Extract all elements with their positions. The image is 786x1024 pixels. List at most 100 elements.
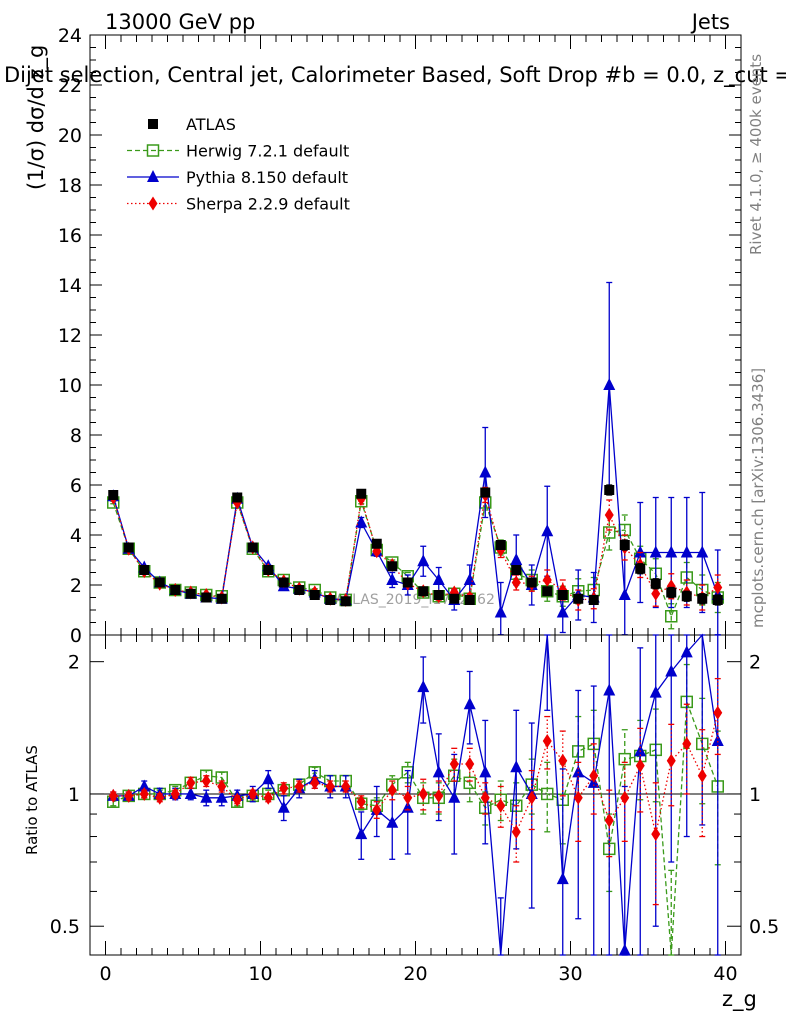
data-point — [309, 590, 320, 600]
data-point — [185, 588, 196, 599]
series-line — [112, 384, 719, 614]
data-point — [649, 685, 662, 698]
data-point — [635, 563, 646, 574]
data-point — [278, 577, 289, 588]
data-point — [325, 595, 336, 605]
data-point — [604, 508, 614, 522]
data-point — [418, 786, 428, 801]
data-point — [711, 733, 724, 746]
series-line — [112, 494, 719, 601]
data-point — [541, 787, 554, 801]
data-point — [139, 786, 149, 801]
data-point — [310, 775, 320, 790]
data-point — [138, 779, 151, 792]
data-point — [216, 593, 227, 604]
y-tick-label: 8 — [70, 425, 82, 447]
x-tick-label: 10 — [248, 963, 272, 985]
data-point — [186, 775, 196, 790]
series-diamond — [108, 677, 723, 906]
data-point — [448, 790, 461, 803]
data-point — [604, 485, 615, 495]
y-tick-label: 2 — [70, 575, 82, 597]
data-point — [666, 587, 677, 598]
y-tick-label: 16 — [58, 225, 82, 247]
data-point — [154, 577, 165, 588]
data-point — [634, 744, 647, 757]
data-point — [248, 786, 258, 801]
data-point — [294, 779, 304, 794]
data-point — [573, 790, 583, 805]
data-point — [651, 827, 661, 842]
data-point — [680, 545, 693, 558]
series-triangle — [107, 281, 724, 636]
data-point — [449, 756, 459, 771]
series-square-filled — [108, 484, 723, 607]
data-point — [651, 586, 661, 601]
series-square-open — [107, 494, 724, 630]
data-point — [155, 790, 165, 805]
legend-label: Sherpa 2.2.9 default — [186, 195, 350, 214]
data-point — [542, 586, 553, 597]
data-point — [465, 756, 475, 771]
y-tick-label: 4 — [70, 525, 82, 547]
main-series — [107, 281, 724, 636]
data-point — [402, 577, 413, 588]
data-point — [665, 545, 678, 558]
data-point — [496, 798, 506, 813]
data-point — [432, 765, 445, 778]
data-point — [634, 545, 647, 558]
data-point — [618, 588, 631, 600]
x-tick-labels: 0 10 20 30 40 — [99, 963, 737, 985]
y-tick-label: 12 — [58, 325, 82, 347]
y-tick-label: 18 — [58, 175, 82, 197]
y-tick-label: 24 — [58, 25, 82, 47]
data-point — [696, 545, 709, 558]
data-point — [558, 753, 568, 768]
data-point — [510, 760, 523, 773]
x-tick-label: 40 — [713, 963, 737, 985]
data-point — [697, 593, 708, 604]
data-point — [682, 736, 692, 751]
data-point — [480, 487, 491, 498]
y-tick-label: 20 — [58, 125, 82, 147]
ratio-y-tick-labels: 0.5 0.5 1 1 2 2 — [50, 652, 779, 939]
data-point — [666, 753, 676, 768]
data-point — [463, 697, 476, 710]
legend: ATLAS Herwig 7.2.1 default Pythia 8.150 de… — [127, 115, 350, 214]
y-axis-label-main: (1/σ) dσ/d z_g — [24, 45, 49, 190]
y-tick-label: 2 — [68, 652, 80, 674]
y-tick-label-right: 0.5 — [749, 916, 779, 938]
data-point — [619, 540, 630, 550]
legend-entry: ATLAS — [148, 115, 236, 134]
data-point — [526, 577, 537, 588]
series-square-open — [107, 663, 724, 956]
data-point — [556, 605, 569, 618]
data-point — [542, 573, 552, 587]
data-point — [170, 585, 181, 595]
y-tick-label: 14 — [58, 275, 82, 297]
data-point — [371, 538, 382, 549]
data-point — [417, 680, 430, 693]
y-axis-label-ratio: Ratio to ATLAS — [23, 745, 41, 855]
plot-title: Dijet selection, Central jet, Calorimete… — [4, 63, 786, 88]
data-point — [604, 813, 614, 828]
data-point — [665, 610, 678, 623]
y-tick-label: 10 — [58, 375, 82, 397]
ratio-series — [107, 633, 724, 956]
data-point — [573, 593, 584, 604]
legend-label: Herwig 7.2.1 default — [186, 142, 349, 161]
data-point — [479, 765, 492, 778]
data-point — [201, 774, 211, 789]
data-point — [417, 554, 430, 567]
data-point — [511, 824, 521, 839]
data-point — [650, 578, 661, 589]
data-point — [603, 378, 616, 390]
data-point — [386, 573, 399, 585]
data-point — [541, 524, 554, 537]
data-point — [434, 788, 444, 803]
data-point — [589, 768, 599, 783]
data-point — [403, 790, 413, 805]
data-point — [341, 779, 351, 794]
data-point — [184, 786, 197, 799]
